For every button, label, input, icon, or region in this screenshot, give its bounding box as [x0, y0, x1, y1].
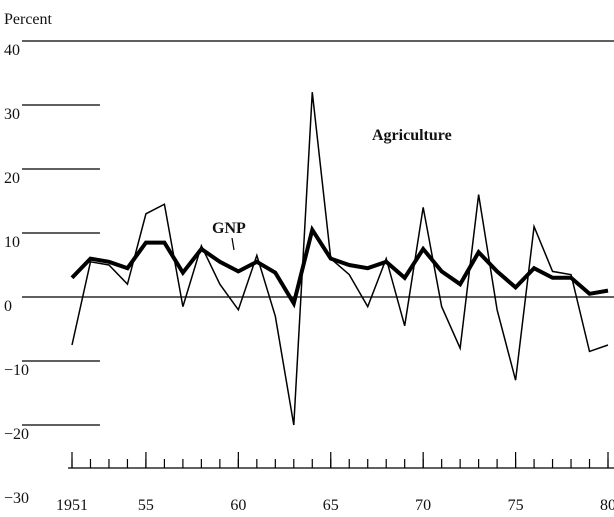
x-tick-label: 55	[138, 497, 154, 514]
y-tick-label: −30	[4, 490, 29, 507]
x-tick-label: 80	[600, 497, 614, 514]
y-tick-label: −10	[4, 362, 29, 379]
y-tick-label: 30	[4, 106, 20, 123]
x-tick-label: 65	[323, 497, 339, 514]
y-tick-label: −20	[4, 426, 29, 443]
y-axis-label: Percent	[4, 11, 53, 28]
annotation-pointer	[231, 237, 235, 251]
series-line	[70, 224, 609, 309]
y-tick-label: 40	[4, 42, 20, 59]
y-tick-label: 0	[4, 298, 12, 315]
y-tick-label: 20	[4, 170, 20, 187]
gnp-annotation: GNP	[212, 220, 246, 237]
agriculture-annotation: Agriculture	[372, 127, 452, 144]
x-tick-label: 1951	[56, 497, 88, 514]
x-tick-label: 75	[508, 497, 524, 514]
x-tick-label: 70	[415, 497, 431, 514]
series-line	[71, 92, 609, 426]
y-tick-label: 10	[4, 234, 20, 251]
x-tick-label: 60	[230, 497, 246, 514]
